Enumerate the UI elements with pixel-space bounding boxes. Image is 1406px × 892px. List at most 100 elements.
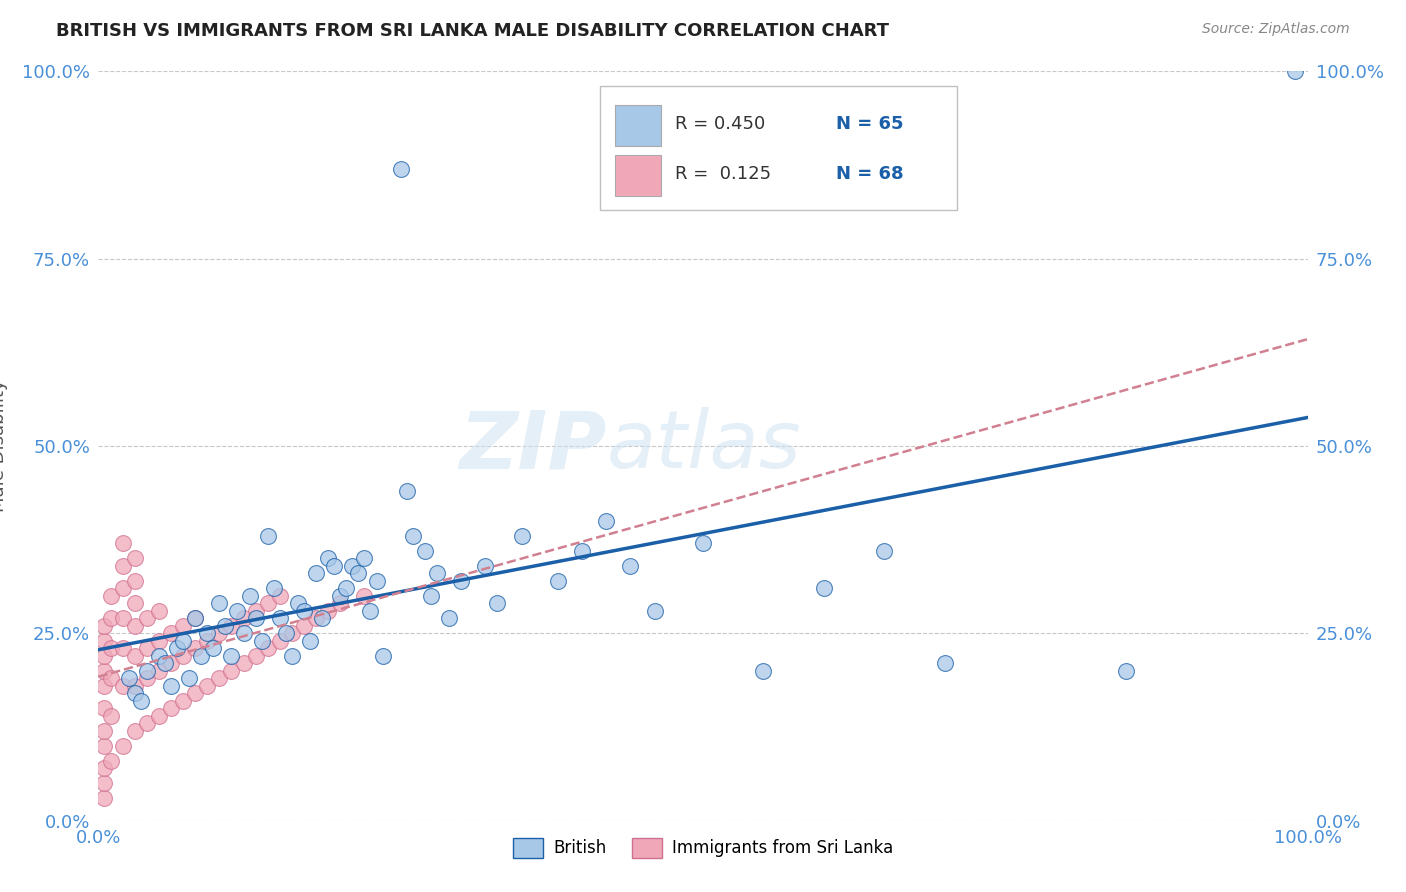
Point bbox=[93, 776, 115, 790]
Point bbox=[111, 536, 134, 550]
Point bbox=[202, 641, 225, 656]
Point bbox=[299, 633, 322, 648]
Point bbox=[311, 611, 333, 625]
Point bbox=[93, 619, 115, 633]
Point bbox=[111, 739, 134, 753]
Point bbox=[93, 761, 115, 775]
Point bbox=[160, 701, 183, 715]
Text: R =  0.125: R = 0.125 bbox=[675, 165, 772, 183]
Point bbox=[342, 558, 364, 573]
Point bbox=[269, 633, 291, 648]
Point bbox=[93, 791, 115, 805]
Point bbox=[437, 611, 460, 625]
Point bbox=[250, 633, 273, 648]
Point bbox=[256, 641, 278, 656]
Point bbox=[93, 723, 115, 738]
Point bbox=[208, 596, 231, 610]
Point bbox=[232, 657, 254, 671]
Point bbox=[111, 558, 134, 573]
Point bbox=[148, 604, 170, 618]
Point bbox=[129, 694, 152, 708]
Point bbox=[93, 648, 115, 663]
Point bbox=[226, 604, 249, 618]
Point bbox=[124, 596, 146, 610]
Point bbox=[323, 558, 346, 573]
Point bbox=[281, 626, 304, 640]
Point bbox=[389, 161, 412, 176]
Point bbox=[329, 596, 352, 610]
Point bbox=[413, 544, 436, 558]
Point bbox=[269, 589, 291, 603]
Point bbox=[287, 596, 309, 610]
Text: atlas: atlas bbox=[606, 407, 801, 485]
Bar bbox=[614, 105, 661, 146]
Point bbox=[305, 611, 328, 625]
Point bbox=[184, 611, 207, 625]
Point bbox=[179, 671, 201, 685]
Point bbox=[124, 551, 146, 566]
Point bbox=[160, 679, 183, 693]
Point bbox=[305, 566, 328, 581]
Point bbox=[269, 611, 291, 625]
Point bbox=[93, 679, 115, 693]
Point bbox=[329, 589, 352, 603]
Point bbox=[644, 604, 666, 618]
Point bbox=[184, 641, 207, 656]
Point bbox=[153, 657, 176, 671]
Point bbox=[420, 589, 443, 603]
Point bbox=[184, 611, 207, 625]
Point bbox=[195, 626, 218, 640]
Point bbox=[221, 619, 243, 633]
Text: BRITISH VS IMMIGRANTS FROM SRI LANKA MALE DISABILITY CORRELATION CHART: BRITISH VS IMMIGRANTS FROM SRI LANKA MAL… bbox=[56, 22, 889, 40]
Point bbox=[316, 604, 339, 618]
Point bbox=[100, 754, 122, 768]
Point bbox=[172, 648, 194, 663]
Point bbox=[93, 633, 115, 648]
Bar bbox=[614, 155, 661, 196]
Point bbox=[208, 671, 231, 685]
Point bbox=[245, 611, 267, 625]
Point bbox=[353, 551, 375, 566]
Point bbox=[124, 723, 146, 738]
Point bbox=[208, 626, 231, 640]
Point bbox=[245, 648, 267, 663]
Point bbox=[190, 648, 212, 663]
Point bbox=[172, 619, 194, 633]
Point bbox=[124, 679, 146, 693]
Point bbox=[256, 529, 278, 543]
Bar bbox=[600, 87, 957, 210]
Point bbox=[124, 686, 146, 700]
Point bbox=[360, 604, 382, 618]
Point bbox=[100, 671, 122, 685]
Point bbox=[232, 611, 254, 625]
Point bbox=[395, 483, 418, 498]
Point bbox=[100, 641, 122, 656]
Point bbox=[135, 611, 157, 625]
Point bbox=[619, 558, 641, 573]
Text: ZIP: ZIP bbox=[458, 407, 606, 485]
Point bbox=[510, 529, 533, 543]
Point bbox=[100, 708, 122, 723]
Point bbox=[316, 551, 339, 566]
Point bbox=[1115, 664, 1137, 678]
Point bbox=[245, 604, 267, 618]
Point bbox=[148, 708, 170, 723]
Point bbox=[292, 604, 315, 618]
Point bbox=[752, 664, 775, 678]
Point bbox=[124, 648, 146, 663]
Point bbox=[486, 596, 509, 610]
Point bbox=[184, 686, 207, 700]
Point bbox=[160, 657, 183, 671]
Point bbox=[263, 582, 285, 596]
Point bbox=[135, 641, 157, 656]
Point bbox=[692, 536, 714, 550]
Text: Source: ZipAtlas.com: Source: ZipAtlas.com bbox=[1202, 22, 1350, 37]
Point bbox=[256, 596, 278, 610]
Point bbox=[148, 633, 170, 648]
Point bbox=[1284, 64, 1306, 78]
Point bbox=[124, 574, 146, 588]
Point bbox=[172, 633, 194, 648]
Point bbox=[335, 582, 357, 596]
Point bbox=[100, 589, 122, 603]
Text: N = 68: N = 68 bbox=[837, 165, 904, 183]
